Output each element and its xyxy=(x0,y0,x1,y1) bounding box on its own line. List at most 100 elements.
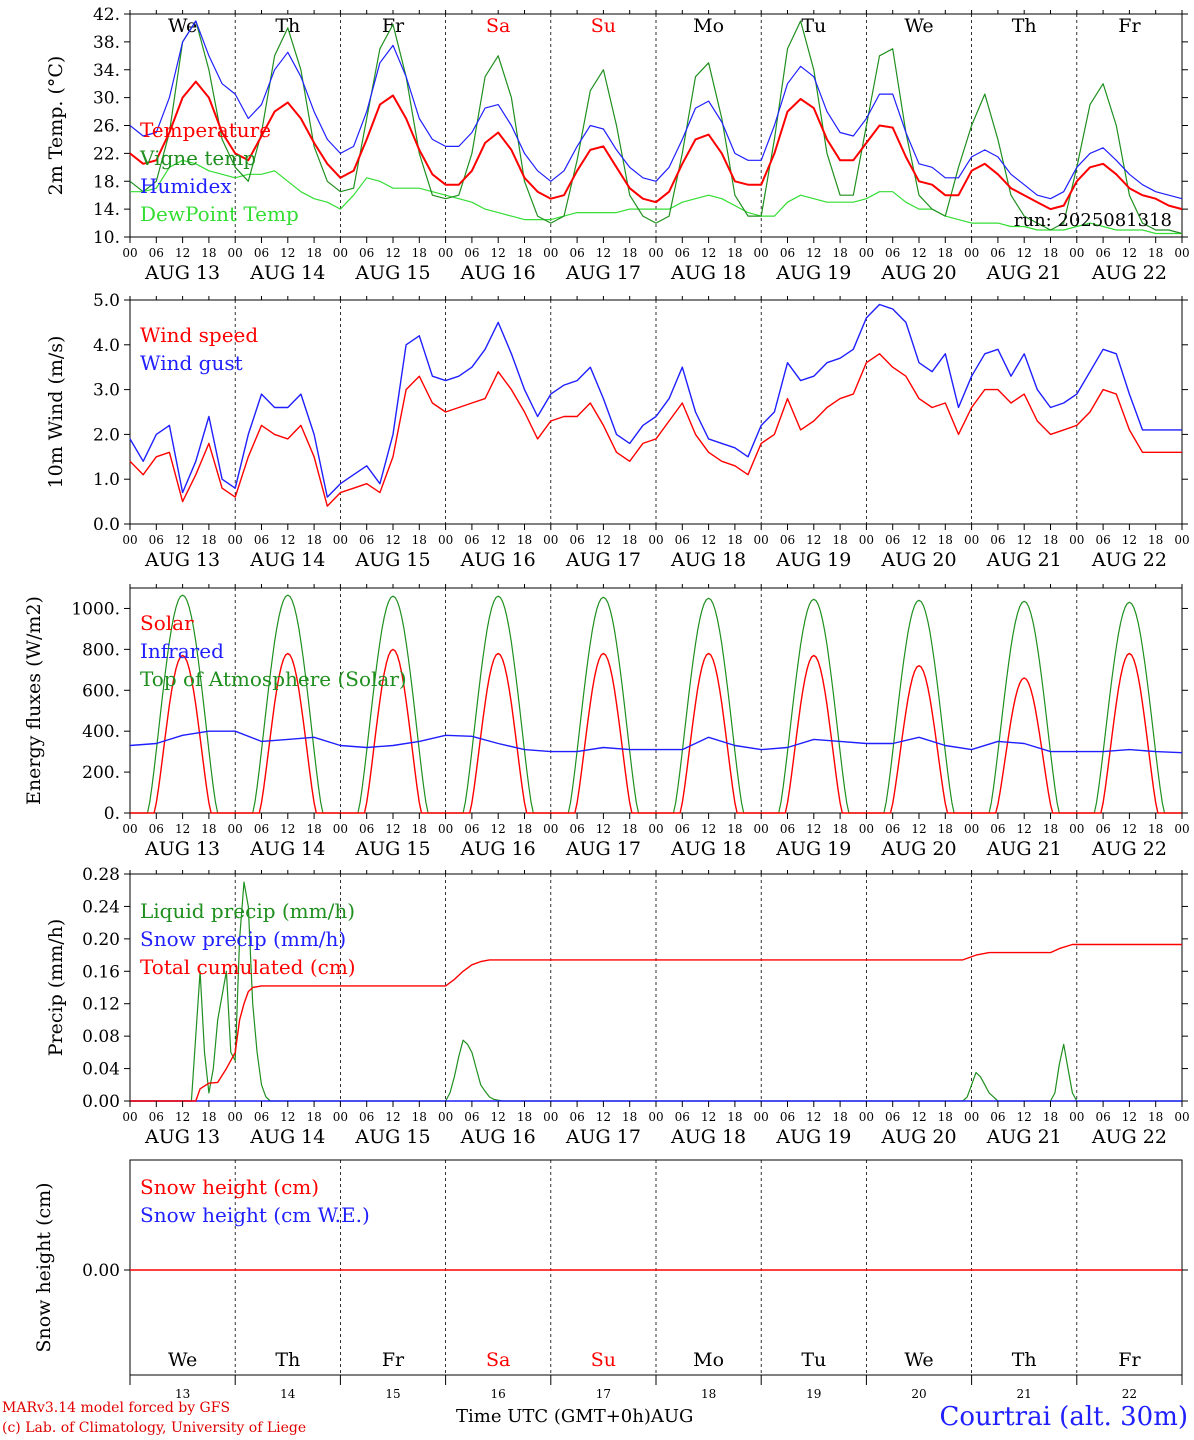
y-tick-label: 4.0 xyxy=(93,336,120,356)
y-axis-title-energy: Energy fluxes (W/m2) xyxy=(23,596,45,805)
hour-tick-label: 00 xyxy=(228,1110,243,1124)
date-label: AUG 13 xyxy=(144,1126,220,1148)
hour-tick-label: 12 xyxy=(280,822,295,836)
hour-tick-label: 06 xyxy=(675,822,690,836)
hour-tick-label: 00 xyxy=(859,246,874,260)
hour-tick-label: 18 xyxy=(1043,246,1058,260)
hour-tick-label: 18 xyxy=(727,533,742,547)
y-tick-label: 0.00 xyxy=(82,1092,120,1112)
y-tick-label: 1.0 xyxy=(93,470,120,490)
date-label: AUG 17 xyxy=(565,838,641,860)
hour-tick-label: 00 xyxy=(122,1110,137,1124)
y-tick-label: 38. xyxy=(93,33,120,53)
hour-tick-label: 00 xyxy=(648,822,663,836)
legend-entry: Temperature xyxy=(140,118,271,142)
date-label: AUG 22 xyxy=(1091,549,1167,571)
model-credit: MARv3.14 model forced by GFS xyxy=(2,1400,231,1416)
legend-entry: Infrared xyxy=(140,639,224,663)
hour-tick-label: 06 xyxy=(1095,1110,1110,1124)
hour-tick-label: 12 xyxy=(911,533,926,547)
date-label: AUG 14 xyxy=(249,838,325,860)
hour-tick-label: 00 xyxy=(1069,533,1084,547)
date-label: AUG 18 xyxy=(670,549,746,571)
hour-tick-label: 12 xyxy=(806,246,821,260)
date-label: AUG 20 xyxy=(880,1126,956,1148)
hour-tick-label: 18 xyxy=(1148,1110,1163,1124)
hour-tick-label: 00 xyxy=(754,822,769,836)
legend-entry: Wind speed xyxy=(140,323,258,347)
hour-tick-label: 12 xyxy=(1122,533,1137,547)
y-tick-label: 22. xyxy=(93,144,120,164)
legend-entry: Top of Atmosphere (Solar) xyxy=(140,667,407,691)
hour-tick-label: 12 xyxy=(385,533,400,547)
hour-tick-label: 18 xyxy=(1043,533,1058,547)
hour-tick-label: 00 xyxy=(1174,822,1189,836)
hour-tick-label: 12 xyxy=(911,822,926,836)
day-name-label: Th xyxy=(1012,15,1037,37)
hour-tick-label: 06 xyxy=(990,533,1005,547)
date-label: AUG 14 xyxy=(249,549,325,571)
hour-tick-label: 06 xyxy=(885,246,900,260)
hour-tick-label: 06 xyxy=(149,1110,164,1124)
hour-tick-label: 18 xyxy=(938,822,953,836)
hour-tick-label: 06 xyxy=(569,822,584,836)
y-axis-title-snow: Snow height (cm) xyxy=(33,1182,55,1352)
hour-tick-label: 12 xyxy=(1122,822,1137,836)
hour-tick-label: 00 xyxy=(1174,533,1189,547)
hour-tick-label: 00 xyxy=(543,822,558,836)
series-line-humidex xyxy=(129,20,1183,200)
hour-tick-label: 12 xyxy=(491,246,506,260)
panel-frame-3 xyxy=(129,587,1183,814)
hour-tick-label: 00 xyxy=(964,822,979,836)
hour-tick-label: 18 xyxy=(517,1110,532,1124)
hour-tick-label: 12 xyxy=(385,1110,400,1124)
day-name-label: We xyxy=(904,1349,933,1371)
legend-entry: Solar xyxy=(140,611,194,635)
day-name-label: We xyxy=(904,15,933,37)
date-label: AUG 20 xyxy=(880,838,956,860)
hour-tick-label: 06 xyxy=(149,533,164,547)
day-name-label: Fr xyxy=(1118,15,1141,37)
hour-tick-label: 00 xyxy=(859,533,874,547)
day-number-label: 15 xyxy=(385,1387,400,1401)
day-number-label: 17 xyxy=(596,1387,611,1401)
hour-tick-label: 06 xyxy=(254,822,269,836)
y-tick-label: 42. xyxy=(93,5,120,25)
hour-tick-label: 00 xyxy=(964,1110,979,1124)
day-number-label: 19 xyxy=(806,1387,821,1401)
hour-tick-label: 18 xyxy=(938,533,953,547)
hour-tick-label: 06 xyxy=(254,533,269,547)
day-name-label: Mo xyxy=(693,15,724,37)
hour-tick-label: 06 xyxy=(780,533,795,547)
legend-entry: Wind gust xyxy=(140,351,243,375)
hour-tick-label: 12 xyxy=(491,1110,506,1124)
hour-tick-label: 06 xyxy=(149,246,164,260)
hour-tick-label: 00 xyxy=(333,822,348,836)
day-number-label: 20 xyxy=(911,1387,926,1401)
hour-tick-label: 12 xyxy=(701,1110,716,1124)
hour-tick-label: 18 xyxy=(727,1110,742,1124)
hour-tick-label: 12 xyxy=(1017,533,1032,547)
hour-tick-label: 00 xyxy=(754,1110,769,1124)
hour-tick-label: 00 xyxy=(1174,246,1189,260)
day-name-label: Tu xyxy=(801,1349,826,1371)
date-label: AUG 18 xyxy=(670,838,746,860)
y-tick-label: 10. xyxy=(93,228,120,248)
hour-tick-label: 12 xyxy=(806,822,821,836)
hour-tick-label: 18 xyxy=(412,533,427,547)
date-label: AUG 21 xyxy=(986,1126,1062,1148)
day-name-label: Sa xyxy=(486,1349,510,1371)
date-label: AUG 18 xyxy=(670,1126,746,1148)
date-label: AUG 19 xyxy=(775,549,851,571)
date-label: AUG 22 xyxy=(1091,1126,1167,1148)
date-label: AUG 15 xyxy=(354,549,430,571)
date-label: AUG 20 xyxy=(880,262,956,284)
day-name-label: Th xyxy=(1012,1349,1037,1371)
hour-tick-label: 12 xyxy=(491,533,506,547)
hour-tick-label: 00 xyxy=(1174,1110,1189,1124)
y-tick-label: 0.04 xyxy=(82,1060,120,1080)
hour-tick-label: 06 xyxy=(359,246,374,260)
legend-entry: Liquid precip (mm/h) xyxy=(140,899,355,923)
hour-tick-label: 12 xyxy=(175,533,190,547)
series-line-dewpoint-temp xyxy=(130,159,1182,235)
